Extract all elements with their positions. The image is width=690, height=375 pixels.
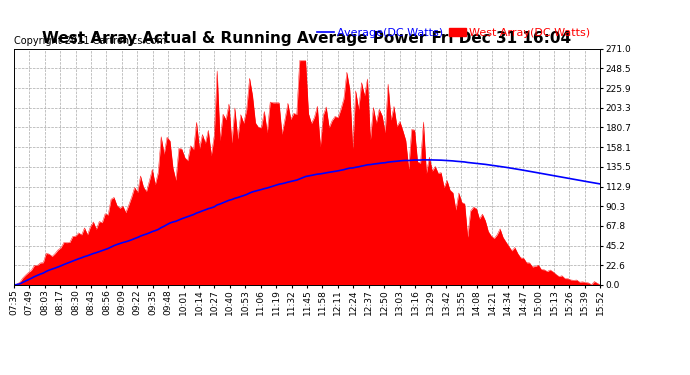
Text: Copyright 2021 Cartronics.com: Copyright 2021 Cartronics.com xyxy=(14,36,166,46)
Legend: Average(DC Watts), West Array(DC Watts): Average(DC Watts), West Array(DC Watts) xyxy=(313,24,595,42)
Title: West Array Actual & Running Average Power Fri Dec 31 16:04: West Array Actual & Running Average Powe… xyxy=(43,31,571,46)
